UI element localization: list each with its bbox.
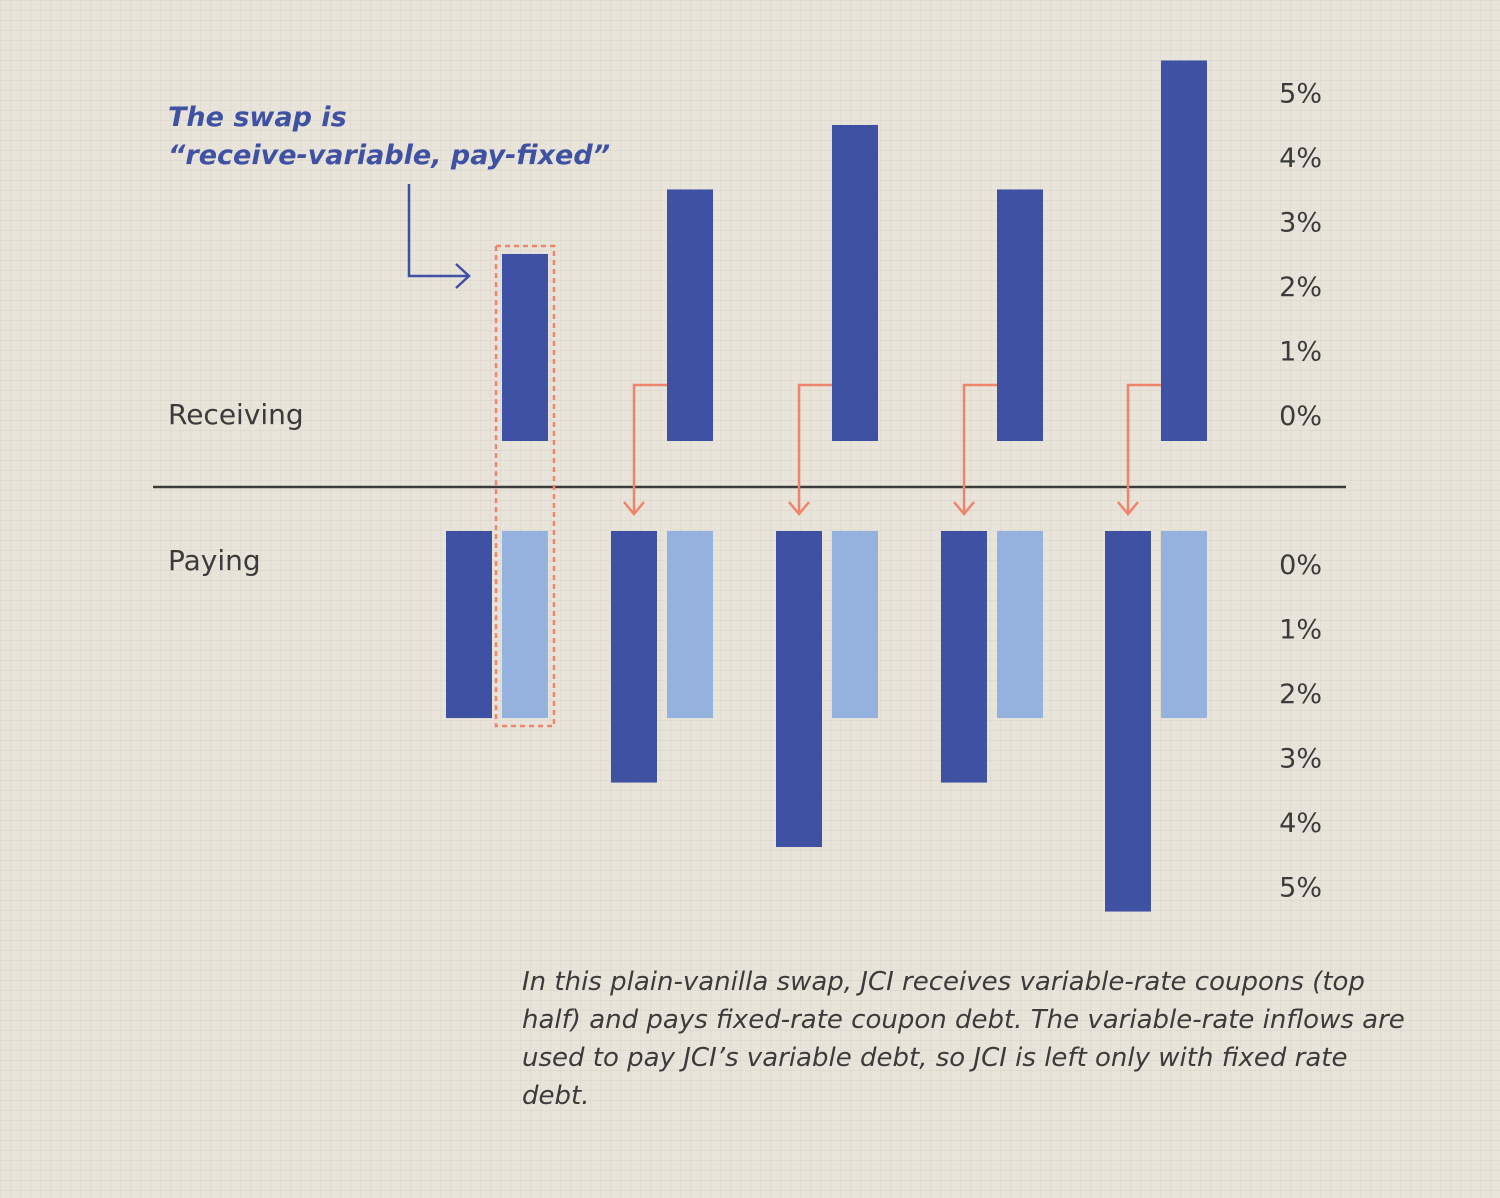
annotation: The swap is “receive-variable, pay-fixed… [168,102,610,171]
paying-tick-4pct: 4% [1279,808,1322,839]
transfer-arrowhead-5 [1117,501,1139,516]
receiving-bar-5 [1161,60,1207,441]
paying-tick-0pct: 0% [1279,550,1322,581]
swap-highlight-box [494,244,556,728]
paying-tick-3pct: 3% [1279,744,1322,775]
caption-text: In this plain-vanilla swap, JCI receives… [522,967,1405,1111]
receiving-bar-3 [832,124,878,441]
receiving-label: Receiving [168,398,304,431]
receiving-tick-3pct: 3% [1279,208,1322,239]
transfer-arrow-4 [962,383,997,514]
paying-variable-bar-3 [776,531,822,848]
annotation-line-1: The swap is [168,102,347,133]
paying-tick-1pct: 1% [1279,615,1322,646]
receiving-tick-1pct: 1% [1279,337,1322,368]
transfer-arrowhead-4 [953,501,975,516]
receiving-bar-4 [997,189,1043,441]
annotation-arrowhead [455,263,471,289]
paying-variable-bar-1 [446,531,492,719]
paying-tick-2pct: 2% [1279,679,1322,710]
paying-label: Paying [168,544,261,577]
annotation-arrow [407,184,468,278]
transfer-arrowhead-2 [623,501,645,516]
receiving-bar-2 [667,189,713,441]
annotation-line-2: “receive-variable, pay-fixed” [168,140,610,171]
paying-fixed-bar-5 [1161,531,1207,719]
paying-tick-5pct: 5% [1279,873,1322,904]
receiving-tick-2pct: 2% [1279,272,1322,303]
paying-fixed-bar-4 [997,531,1043,719]
transfer-arrowhead-3 [788,501,810,516]
paying-variable-bar-5 [1105,531,1151,912]
paying-variable-bar-4 [941,531,987,783]
receiving-tick-0pct: 0% [1279,401,1322,432]
paying-fixed-bar-3 [832,531,878,719]
transfer-arrow-3 [797,383,832,514]
paying-fixed-bar-1 [502,531,548,719]
receiving-tick-4pct: 4% [1279,143,1322,174]
paying-fixed-bar-2 [667,531,713,719]
transfer-arrow-2 [632,383,667,514]
paying-variable-bar-2 [611,531,657,783]
transfer-arrow-5 [1126,383,1161,514]
receiving-bar-1 [502,253,548,441]
receiving-tick-5pct: 5% [1279,79,1322,110]
